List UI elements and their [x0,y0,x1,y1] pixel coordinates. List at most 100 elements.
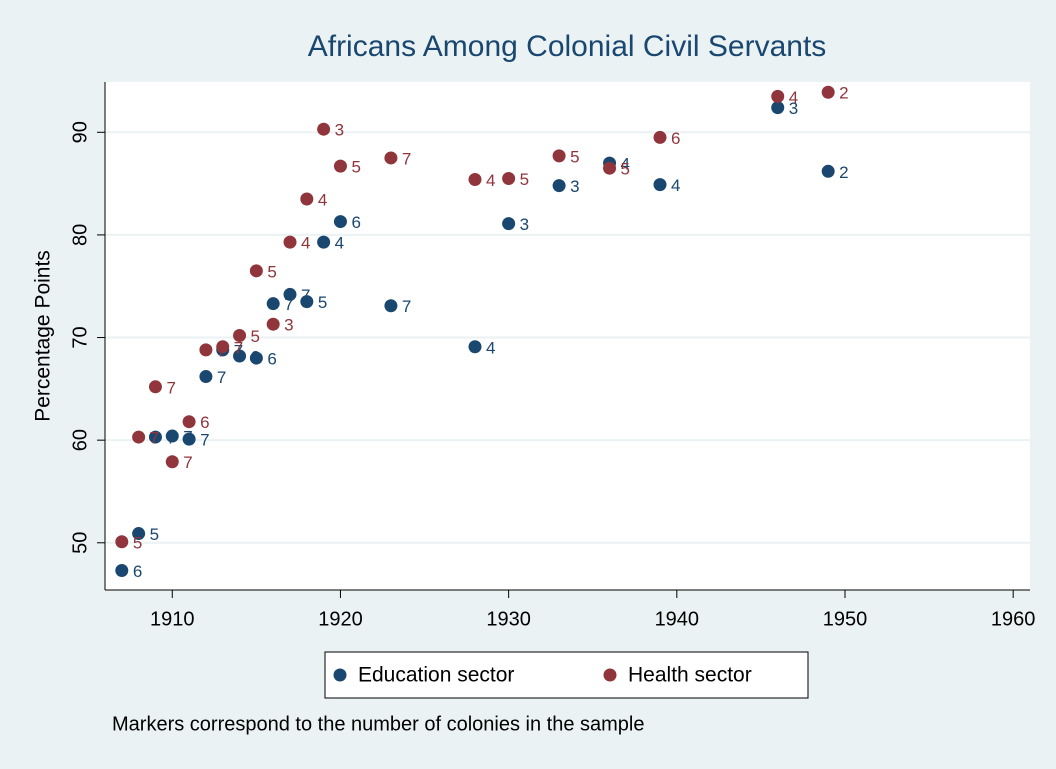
point [199,370,213,384]
marker-label: 7 [183,453,192,472]
point [333,215,347,229]
marker-label: 5 [150,525,159,544]
marker-label: 4 [301,234,310,253]
marker-label: 3 [284,316,293,335]
marker-label: 3 [570,177,579,196]
point [199,343,213,357]
point [502,171,516,185]
x-tick-label: 1920 [318,608,363,630]
marker-label: 6 [351,213,360,232]
point [552,149,566,163]
x-tick-label: 1930 [486,608,531,630]
point [300,295,314,309]
point [384,151,398,165]
point [300,192,314,206]
point [771,101,785,115]
y-tick-label: 90 [69,121,91,143]
point [165,455,179,469]
marker-label: 7 [166,378,175,397]
marker-label: 3 [789,99,798,118]
marker-label: 5 [318,293,327,312]
marker-label: 4 [318,190,327,209]
marker-label: 3 [520,215,529,234]
note: Markers correspond to the number of colo… [112,713,645,735]
point [821,85,835,99]
marker-label: 2 [839,163,848,182]
marker-label: 5 [251,327,260,346]
y-axis-label: Percentage Points [32,250,55,422]
marker-label: 4 [486,171,495,190]
point [552,179,566,193]
marker-label: 5 [570,147,579,166]
marker-label: 6 [671,129,680,148]
marker-label: 4 [621,155,630,174]
chart-title: Africans Among Colonial Civil Servants [308,30,827,63]
point [216,340,230,354]
marker-label: 4 [671,176,680,195]
point [333,159,347,173]
point [233,328,247,342]
point [266,317,280,331]
point [266,297,280,311]
legend-marker [333,668,347,682]
y-tick-label: 50 [69,532,91,554]
point [132,527,146,541]
point [115,535,129,549]
point [317,235,331,249]
point [182,432,196,446]
x-tick-label: 1910 [150,608,195,630]
point [148,430,162,444]
marker-label: 3 [335,121,344,140]
marker-label: 6 [200,413,209,432]
marker-label: 5 [621,160,630,179]
legend-label: Health sector [628,664,752,687]
marker-label: 7 [402,149,411,168]
point [384,299,398,313]
y-tick-label: 60 [69,429,91,451]
legend-label: Education sector [358,664,514,687]
marker-label: 4 [486,338,495,357]
point [502,217,516,231]
point [653,130,667,144]
point [317,122,331,136]
plot-area [105,82,1030,590]
point [249,264,263,278]
marker-label: 7 [200,431,209,450]
point [148,380,162,394]
marker-label: 7 [234,338,243,357]
marker-label: 7 [402,297,411,316]
x-tick-label: 1940 [655,608,700,630]
point [283,235,297,249]
point [468,340,482,354]
legend-marker [603,668,617,682]
point [283,287,297,301]
y-tick-label: 70 [69,326,91,348]
marker-label: 6 [267,350,276,369]
point [165,429,179,443]
marker-label: 7 [150,429,159,448]
point [468,172,482,186]
legend [324,651,809,699]
point [115,564,129,578]
x-tick-label: 1960 [991,608,1036,630]
marker-label: 5 [267,262,276,281]
marker-label: 5 [520,170,529,189]
point [603,161,617,175]
marker-label: 5 [351,158,360,177]
y-tick-label: 80 [69,224,91,246]
marker-label: 7 [284,295,293,314]
marker-label: 4 [789,88,798,107]
point [233,349,247,363]
point [771,89,785,103]
point [249,351,263,365]
marker-label: 5 [133,533,142,552]
marker-label: 2 [839,84,848,103]
marker-label: 7 [217,368,226,387]
marker-label: 4 [335,234,344,253]
point [653,178,667,192]
point [182,415,196,429]
x-tick-label: 1950 [823,608,868,630]
point [821,164,835,178]
marker-label: 6 [133,562,142,581]
